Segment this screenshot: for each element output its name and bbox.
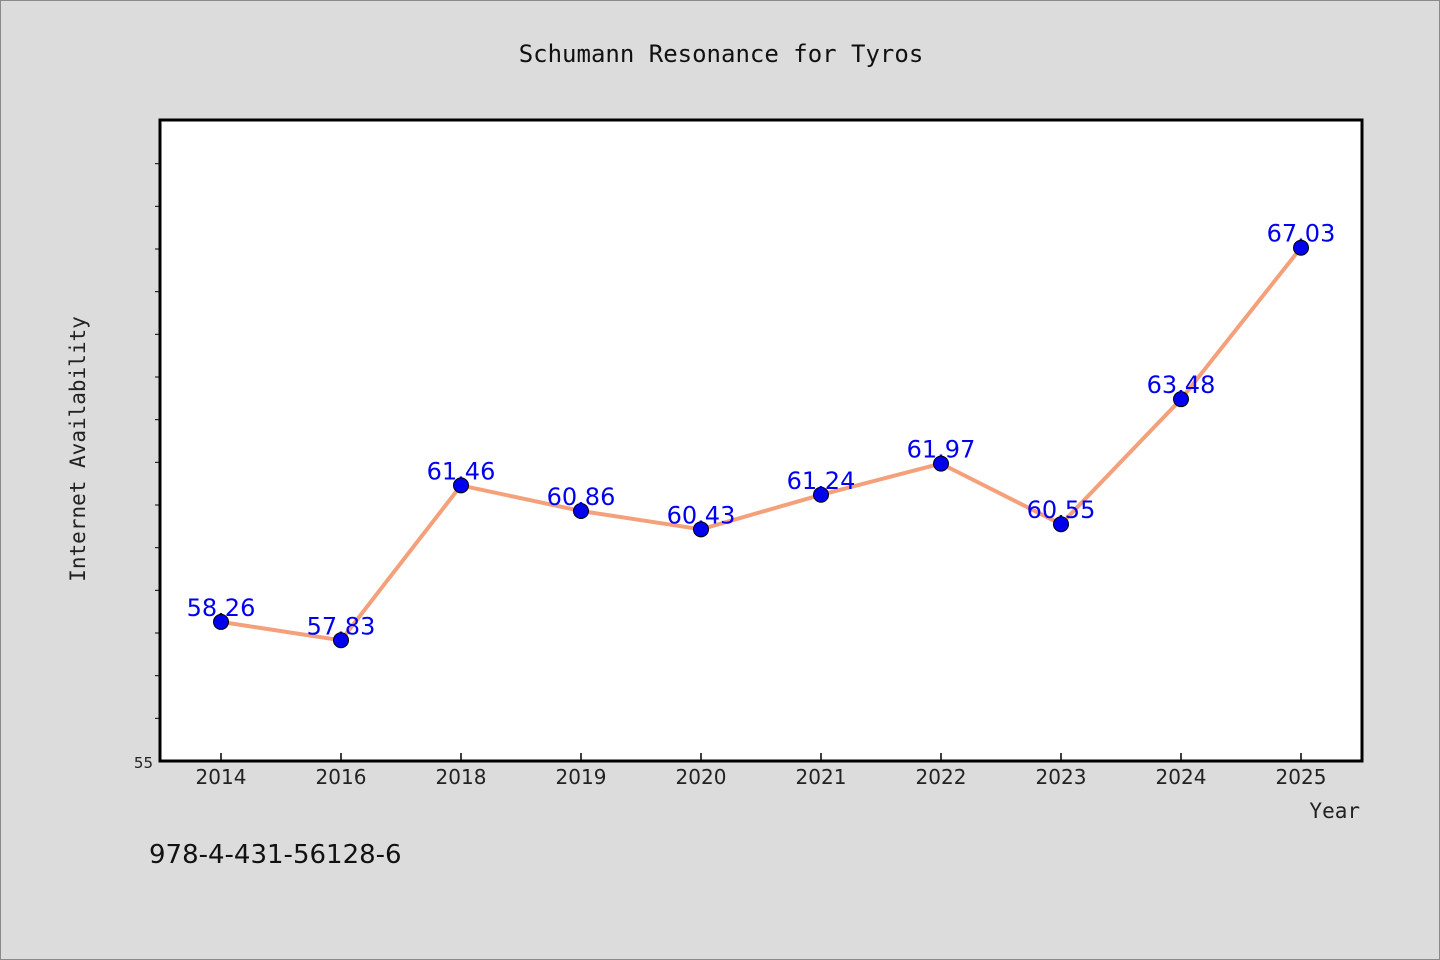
- data-point: [813, 486, 829, 503]
- x-tick-label: 2025: [1276, 765, 1327, 789]
- isbn-text: 978-4-431-56128-6: [149, 840, 402, 870]
- data-point: [213, 613, 229, 630]
- y-tick-label: 55: [134, 754, 153, 772]
- y-axis-ticks: [155, 163, 161, 719]
- plot-area: [158, 118, 1364, 763]
- x-tick-label: 2020: [676, 765, 727, 789]
- data-point: [453, 477, 469, 494]
- x-tick-label: 2019: [556, 765, 607, 789]
- x-axis-label: Year: [1309, 799, 1360, 823]
- x-tick-label: 2021: [796, 765, 847, 789]
- x-tick-label: 2024: [1156, 765, 1207, 789]
- x-tick-label: 2018: [436, 765, 487, 789]
- data-point: [693, 521, 709, 538]
- x-axis-ticks: 2014 2016 2018 2019 2020 2021 2022 2023 2024 2025: [196, 753, 1327, 789]
- y-axis-label: Internet Availability: [66, 316, 90, 582]
- x-tick-label: 2016: [316, 765, 367, 789]
- x-tick-label: 2023: [1036, 765, 1087, 789]
- chart-title: Schumann Resonance for Tyros: [519, 40, 924, 68]
- data-point: [1173, 391, 1189, 408]
- data-point: [573, 502, 589, 519]
- x-tick-label: 2022: [916, 765, 967, 789]
- data-point: [1293, 239, 1309, 256]
- x-tick-label: 2014: [196, 765, 247, 789]
- data-point: [333, 632, 349, 649]
- data-point: [1053, 516, 1069, 533]
- series-layer: 58.2657.8361.4660.8660.4361.2461.9760.55…: [187, 220, 1335, 649]
- data-point: [933, 455, 949, 472]
- series-line: [220, 246, 1303, 643]
